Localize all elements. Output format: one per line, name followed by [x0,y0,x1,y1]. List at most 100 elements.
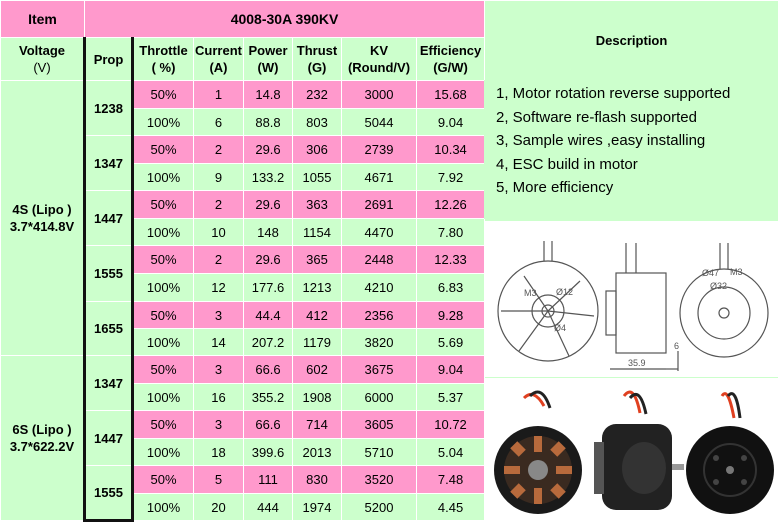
kv-cell: 2356 [342,302,417,329]
kv-header-unit: (Round/V) [342,59,416,76]
kv-cell: 3000 [342,81,417,109]
dimension-drawing-svg: M3 Ø12 Ø4 Ø47 M3 Ø32 35.9 6 [484,221,778,377]
efficiency-cell: 9.04 [417,356,485,384]
efficiency-cell: 5.37 [417,384,485,411]
thrust-cell: 306 [293,136,342,164]
throttle-cell: 50% [133,191,194,219]
voltage-line1: 6S (Lipo ) [1,421,83,438]
current-header-label: Current [194,42,243,59]
power-header-unit: (W) [244,59,292,76]
motor-photos-svg [484,378,778,527]
power-cell: 355.2 [244,384,293,411]
prop-cell: 1238 [85,81,133,136]
kv-cell: 4470 [342,219,417,246]
prop-header: Prop [85,38,133,81]
motor-drawing: M3 Ø12 Ø4 Ø47 M3 Ø32 35.9 6 [484,221,778,377]
current-cell: 5 [194,466,244,494]
power-cell: 88.8 [244,109,293,136]
kv-cell: 3820 [342,329,417,356]
throttle-cell: 100% [133,384,194,411]
description-item: 1, Motor rotation reverse supported [496,82,778,106]
thrust-cell: 232 [293,81,342,109]
throttle-cell: 100% [133,274,194,302]
power-cell: 66.6 [244,356,293,384]
efficiency-header-unit: (G/W) [417,59,484,76]
kv-cell: 4210 [342,274,417,302]
current-cell: 2 [194,136,244,164]
efficiency-cell: 5.69 [417,329,485,356]
kv-cell: 2739 [342,136,417,164]
efficiency-cell: 7.80 [417,219,485,246]
throttle-cell: 50% [133,246,194,274]
current-cell: 2 [194,246,244,274]
prop-cell: 1555 [85,246,133,302]
throttle-cell: 100% [133,219,194,246]
thrust-cell: 1055 [293,164,342,191]
throttle-header-label: Throttle [134,42,193,59]
current-cell: 12 [194,274,244,302]
power-header: Power (W) [244,38,293,81]
power-cell: 207.2 [244,329,293,356]
efficiency-cell: 12.26 [417,191,485,219]
efficiency-cell: 12.33 [417,246,485,274]
motor-photos [484,378,778,527]
prop-cell: 1447 [85,191,133,246]
thrust-cell: 412 [293,302,342,329]
kv-cell: 3520 [342,466,417,494]
thrust-header-unit: (G) [293,59,341,76]
kv-cell: 5200 [342,494,417,521]
efficiency-cell: 6.83 [417,274,485,302]
thrust-cell: 363 [293,191,342,219]
throttle-cell: 50% [133,356,194,384]
voltage-line1: 4S (Lipo ) [1,201,83,218]
voltage-line2: 3.7*622.2V [1,438,83,455]
power-cell: 148 [244,219,293,246]
thrust-header: Thrust (G) [293,38,342,81]
label-m3-left: M3 [524,288,537,298]
power-cell: 14.8 [244,81,293,109]
efficiency-header: Efficiency (G/W) [417,38,485,81]
voltage-header-unit: (V) [1,59,83,76]
efficiency-cell: 7.48 [417,466,485,494]
efficiency-cell: 5.04 [417,439,485,466]
thrust-cell: 1213 [293,274,342,302]
label-6: 6 [674,341,679,351]
current-cell: 6 [194,109,244,136]
current-cell: 3 [194,411,244,439]
current-header-unit: (A) [194,59,243,76]
description-item: 4, ESC build in motor [496,153,778,177]
throttle-cell: 100% [133,329,194,356]
label-d12: Ø12 [556,287,573,297]
throttle-cell: 100% [133,494,194,521]
thrust-header-label: Thrust [293,42,341,59]
description-header: Description [485,1,778,81]
power-cell: 29.6 [244,136,293,164]
kv-cell: 6000 [342,384,417,411]
thrust-cell: 2013 [293,439,342,466]
thrust-cell: 1908 [293,384,342,411]
power-cell: 29.6 [244,191,293,219]
power-cell: 29.6 [244,246,293,274]
thrust-cell: 602 [293,356,342,384]
efficiency-cell: 9.28 [417,302,485,329]
current-cell: 9 [194,164,244,191]
label-d4: Ø4 [554,323,566,333]
current-cell: 3 [194,356,244,384]
throttle-cell: 50% [133,466,194,494]
throttle-cell: 100% [133,439,194,466]
thrust-cell: 830 [293,466,342,494]
kv-cell: 2448 [342,246,417,274]
thrust-cell: 365 [293,246,342,274]
current-header: Current (A) [194,38,244,81]
label-35-9: 35.9 [628,358,646,368]
voltage-cell: 6S (Lipo )3.7*622.2V [1,356,85,521]
throttle-cell: 50% [133,136,194,164]
kv-cell: 3605 [342,411,417,439]
model-title: 4008-30A 390KV [85,1,485,38]
power-cell: 44.4 [244,302,293,329]
kv-header: KV (Round/V) [342,38,417,81]
current-cell: 16 [194,384,244,411]
label-d47: Ø47 [702,268,719,278]
kv-cell: 4671 [342,164,417,191]
